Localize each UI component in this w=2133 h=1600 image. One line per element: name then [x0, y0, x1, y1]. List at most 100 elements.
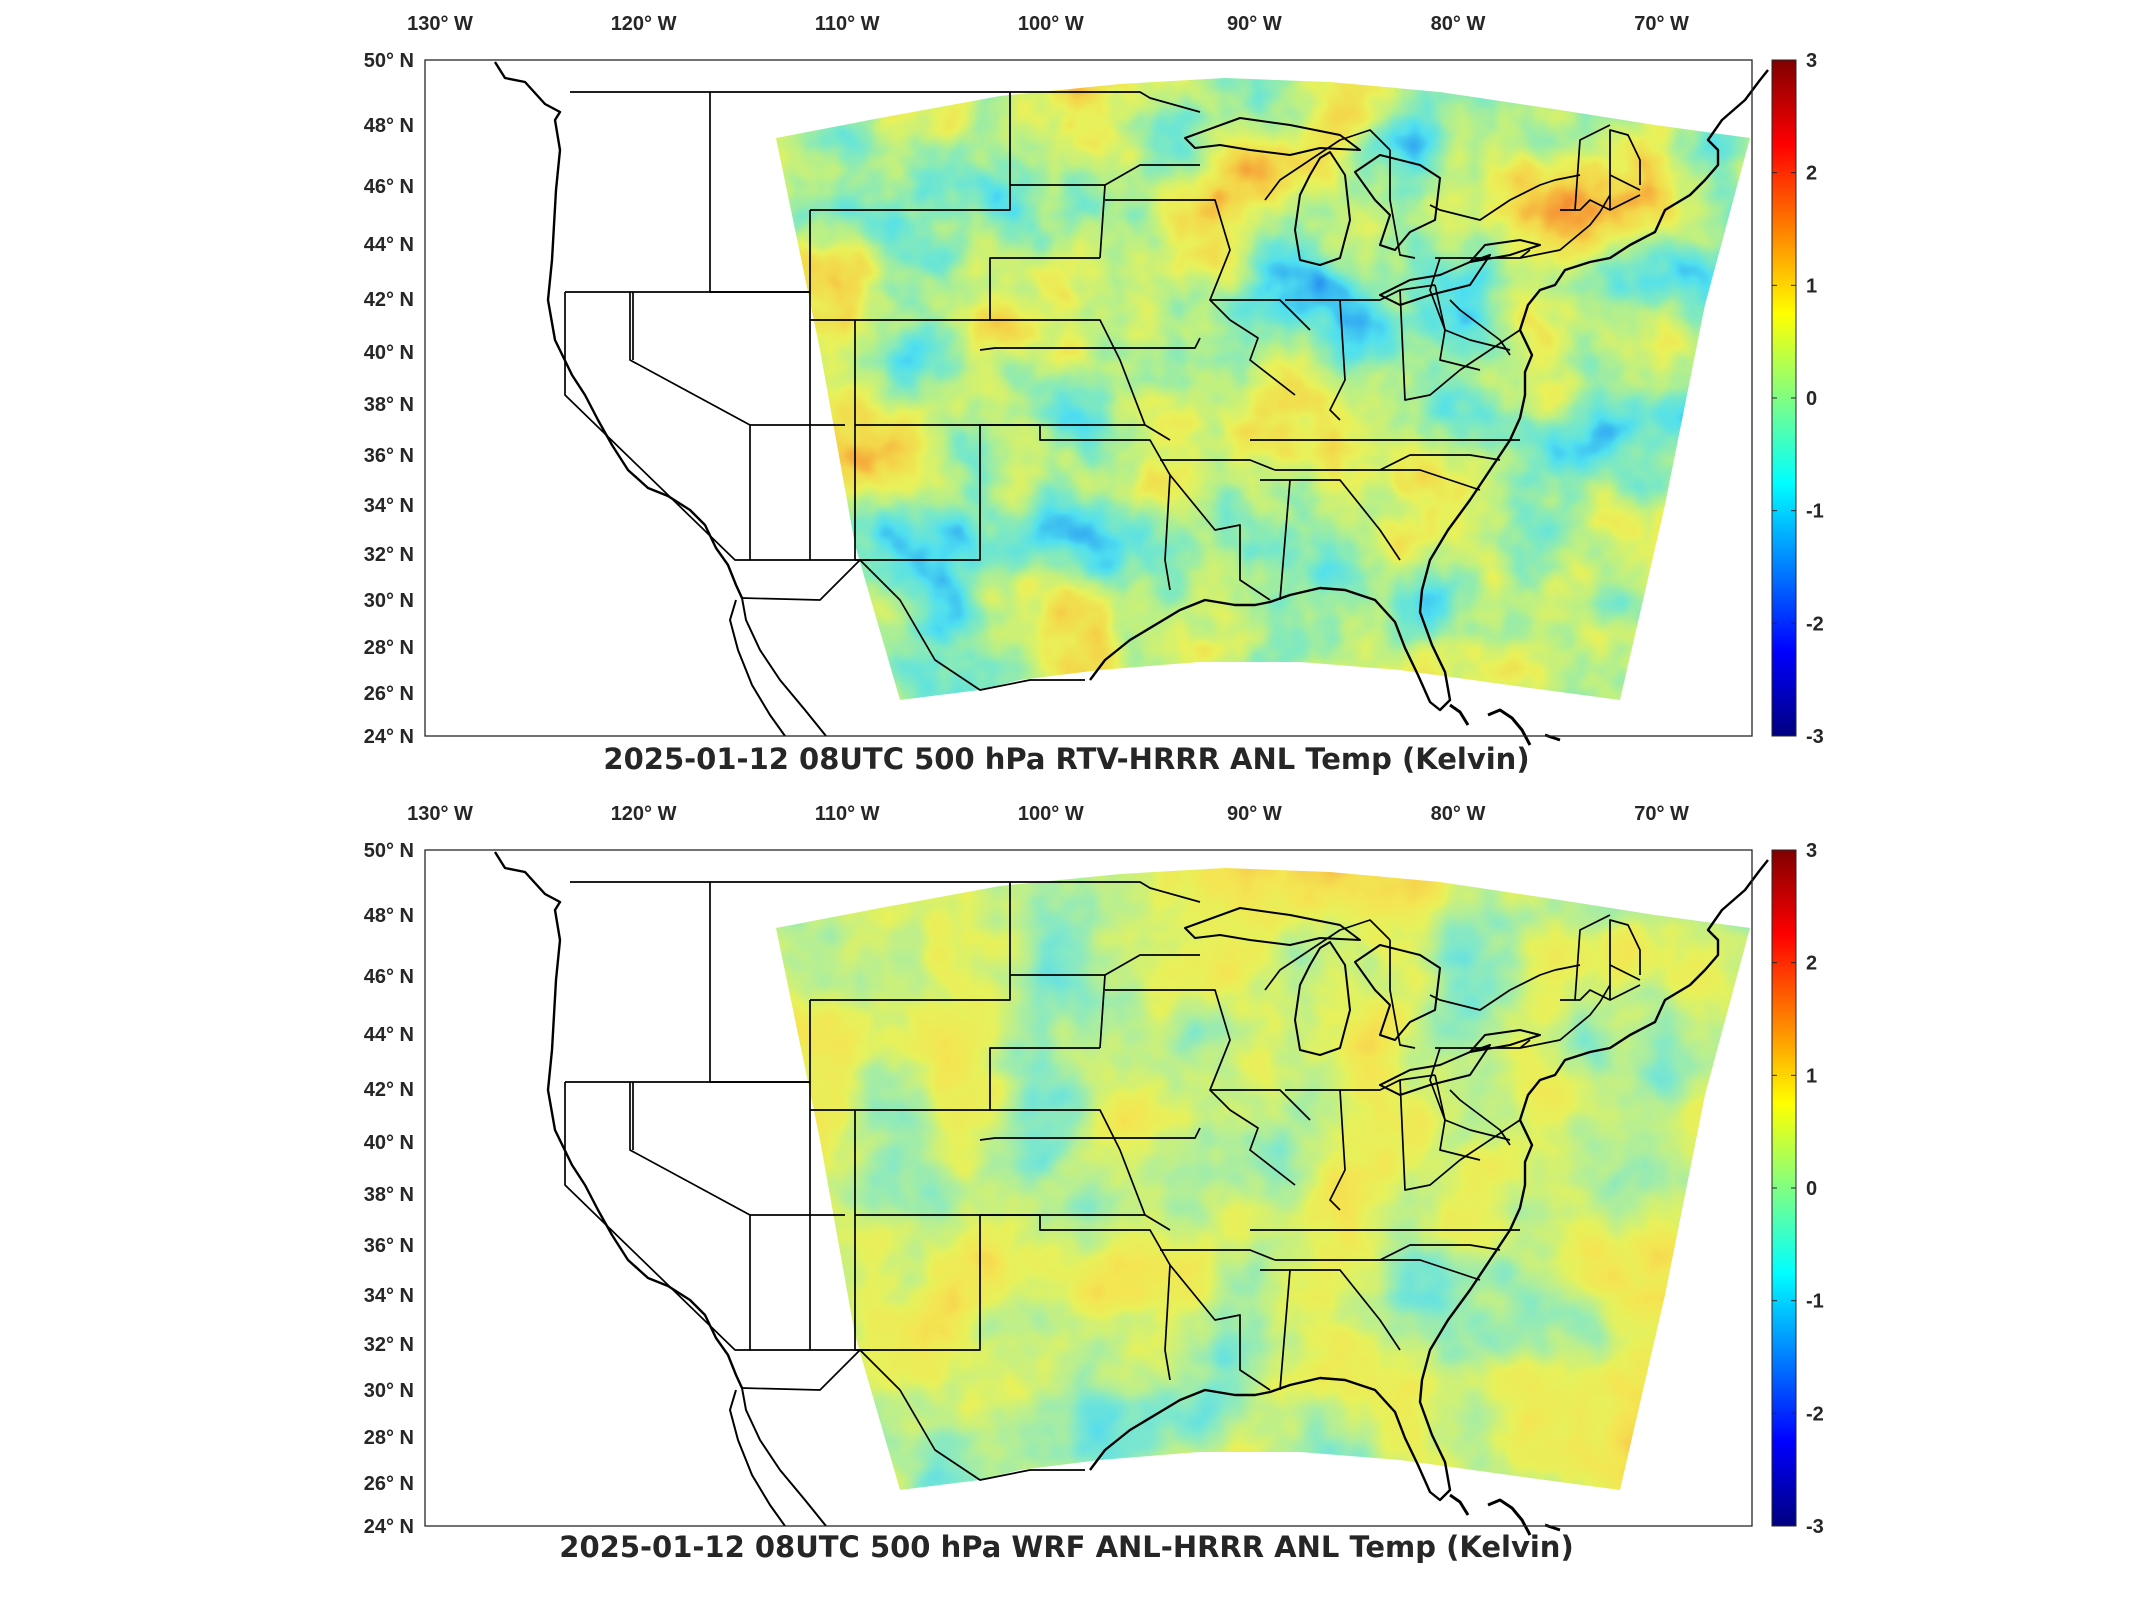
- state-border: [979, 337, 1201, 351]
- state-border: [1275, 469, 1481, 491]
- island: [1449, 703, 1470, 726]
- state-border: [1434, 1074, 1481, 1161]
- state-border: [810, 882, 1011, 1001]
- latitude-label: 24° N: [364, 726, 414, 748]
- island: [1449, 1493, 1470, 1516]
- state-border: [1169, 474, 1271, 601]
- latitude-label: 34° N: [364, 1285, 414, 1307]
- east-coastline: [1089, 69, 1769, 712]
- latitude-label: 38° N: [364, 1184, 414, 1206]
- latitude-labels: 50° N 48° N 46° N 44° N 42° N 40° N 38° N 36° N…: [364, 840, 414, 1538]
- colorbar-tick-label: 0: [1806, 388, 1817, 410]
- great-lake: [1184, 907, 1361, 946]
- state-border: [1099, 974, 1106, 1049]
- plot-title: 2025-01-12 08UTC 500 hPa WRF ANL-HRRR AN…: [559, 1530, 1574, 1564]
- west-coastline: [493, 851, 744, 1389]
- baja-peninsula: [729, 1389, 786, 1527]
- map-plot-rtv: 130° W 120° W 110° W 100° W 90° W 80° W 70° W 5…: [364, 13, 1824, 748]
- panel-rtv-hrrr: 130° W 120° W 110° W 100° W 90° W 80° W 70° W 5…: [0, 0, 2133, 790]
- latitude-label: 46° N: [364, 176, 414, 198]
- mexico-border: [741, 559, 1085, 691]
- latitude-label: 24° N: [364, 1516, 414, 1538]
- state-border: [1429, 969, 1556, 1011]
- state-border: [1010, 954, 1200, 976]
- colorbar: 3 2 1 0 -1 -2 -3: [1771, 840, 1824, 1538]
- latitude-label: 32° N: [364, 544, 414, 566]
- latitude-label: 40° N: [364, 1132, 414, 1154]
- latitude-label: 42° N: [364, 289, 414, 311]
- state-border: [1449, 1089, 1511, 1146]
- latitude-label: 48° N: [364, 115, 414, 137]
- state-border: [1389, 150, 1416, 259]
- state-border: [1399, 1079, 1521, 1191]
- state-border: [1210, 299, 1311, 331]
- latitude-label: 38° N: [364, 394, 414, 416]
- colorbar-tick-label: 1: [1806, 275, 1817, 297]
- state-border: [1264, 919, 1391, 991]
- island: [1487, 1498, 1532, 1536]
- state-border: [1560, 194, 1641, 211]
- colorbar-tick-label: 3: [1806, 50, 1817, 72]
- latitude-label: 26° N: [364, 683, 414, 705]
- colorbar-tick-label: 2: [1806, 163, 1817, 185]
- state-border: [1099, 184, 1106, 259]
- state-border: [1105, 199, 1296, 396]
- great-lake: [1469, 239, 1541, 263]
- great-lake: [1294, 151, 1351, 266]
- colorbar-tick-label: -2: [1806, 613, 1824, 635]
- plot-frame: [424, 849, 1753, 1527]
- longitude-label: 80° W: [1431, 803, 1486, 825]
- great-lake: [1379, 1044, 1491, 1096]
- longitude-label: 90° W: [1227, 13, 1282, 35]
- latitude-labels: 50° N 48° N 46° N 44° N 42° N 40° N 38° N 36° N…: [364, 50, 414, 748]
- mexico-border: [741, 1349, 1085, 1481]
- colorbar-tick-label: -2: [1806, 1403, 1824, 1425]
- state-border: [1379, 454, 1501, 471]
- state-border: [979, 1127, 1201, 1141]
- panel-wrf-hrrr: 130° W 120° W 110° W 100° W 90° W 80° W 70° W 5…: [0, 790, 2133, 1600]
- latitude-label: 36° N: [364, 1235, 414, 1257]
- longitude-label: 100° W: [1018, 13, 1084, 35]
- state-border: [1554, 964, 1581, 971]
- longitude-labels: 130° W 120° W 110° W 100° W 90° W 80° W 70° W: [407, 803, 1689, 825]
- state-border: [1429, 257, 1511, 351]
- state-border: [1609, 174, 1641, 191]
- state-border: [1560, 984, 1641, 1001]
- latitude-label: 40° N: [364, 342, 414, 364]
- latitude-label: 44° N: [364, 1024, 414, 1046]
- state-border: [1169, 1264, 1271, 1391]
- state-border: [1609, 964, 1641, 981]
- state-border: [1210, 1089, 1311, 1121]
- state-border: [1399, 289, 1521, 401]
- colorbar-tick-label: 3: [1806, 840, 1817, 862]
- state-border: [1275, 1259, 1481, 1281]
- map-plot-wrf: 130° W 120° W 110° W 100° W 90° W 80° W 70° W 5…: [364, 803, 1824, 1538]
- state-border: [570, 881, 1201, 903]
- boundary-lines: [493, 61, 1769, 746]
- baja-peninsula: [729, 599, 786, 737]
- great-lake: [1184, 117, 1361, 156]
- latitude-label: 42° N: [364, 1079, 414, 1101]
- longitude-label: 130° W: [407, 13, 473, 35]
- state-border: [1285, 1074, 1436, 1091]
- state-border: [1329, 299, 1346, 421]
- great-lake: [1469, 1029, 1541, 1053]
- state-border: [564, 292, 750, 561]
- longitude-label: 120° W: [611, 803, 677, 825]
- latitude-label: 46° N: [364, 966, 414, 988]
- latitude-label: 28° N: [364, 1427, 414, 1449]
- latitude-label: 30° N: [364, 590, 414, 612]
- state-border: [1264, 129, 1391, 201]
- longitude-labels: 130° W 120° W 110° W 100° W 90° W 80° W 70° W: [407, 13, 1689, 35]
- state-border: [1379, 1244, 1501, 1261]
- state-border: [1290, 479, 1401, 561]
- state-border: [810, 257, 1100, 321]
- latitude-label: 50° N: [364, 840, 414, 862]
- state-border: [1429, 1047, 1511, 1141]
- great-lake: [1354, 154, 1441, 251]
- west-coastline: [493, 61, 744, 599]
- state-border: [1609, 919, 1641, 1000]
- latitude-label: 44° N: [364, 234, 414, 256]
- state-border: [1554, 174, 1581, 181]
- longitude-label: 120° W: [611, 13, 677, 35]
